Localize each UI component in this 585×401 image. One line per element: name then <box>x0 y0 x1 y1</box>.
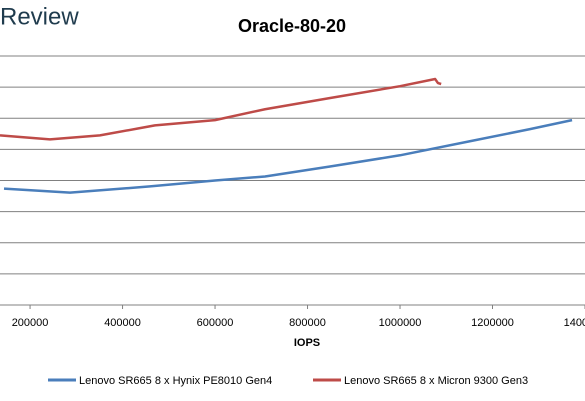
x-tick-label: 600000 <box>197 317 234 329</box>
legend-label: Lenovo SR665 8 x Micron 9300 Gen3 <box>344 375 528 387</box>
series-line <box>0 77 442 141</box>
legend-label: Lenovo SR665 8 x Hynix PE8010 Gen4 <box>79 375 272 387</box>
brand-logo: Review <box>0 3 79 30</box>
series-line <box>3 118 573 194</box>
x-tick-label: 800000 <box>289 317 326 329</box>
chart-title: Oracle-80-20 <box>238 16 346 36</box>
x-tick-label: 200000 <box>12 317 49 329</box>
x-tick-label: 1200000 <box>471 317 514 329</box>
x-axis-label: IOPS <box>294 337 320 349</box>
x-tick-label: 400000 <box>104 317 141 329</box>
x-tick-label: 1400000 <box>564 317 585 329</box>
x-tick-label: 1000000 <box>379 317 422 329</box>
